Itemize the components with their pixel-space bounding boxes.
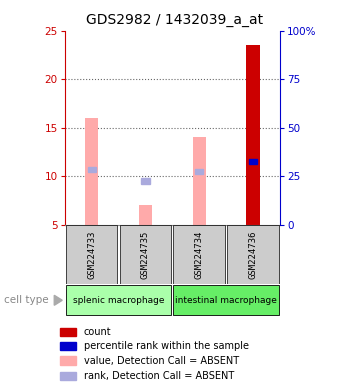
Text: count: count <box>84 327 111 337</box>
Bar <box>249 159 257 164</box>
Text: cell type: cell type <box>4 295 48 305</box>
Bar <box>66 285 171 316</box>
Bar <box>227 225 279 283</box>
Text: GSM224736: GSM224736 <box>248 230 258 278</box>
Text: GSM224735: GSM224735 <box>141 230 150 278</box>
Text: GDS2982 / 1432039_a_at: GDS2982 / 1432039_a_at <box>86 13 264 27</box>
Text: GSM224734: GSM224734 <box>195 230 204 278</box>
Text: intestinal macrophage: intestinal macrophage <box>175 296 277 305</box>
Bar <box>60 328 76 336</box>
Text: GSM224733: GSM224733 <box>87 230 96 278</box>
Bar <box>120 225 171 283</box>
Bar <box>195 169 203 174</box>
Bar <box>246 45 260 225</box>
Bar <box>60 356 76 365</box>
Bar <box>174 285 279 316</box>
Text: percentile rank within the sample: percentile rank within the sample <box>84 341 248 351</box>
Bar <box>174 225 225 283</box>
Bar <box>60 372 76 380</box>
Text: rank, Detection Call = ABSENT: rank, Detection Call = ABSENT <box>84 371 234 381</box>
Polygon shape <box>54 295 62 305</box>
Bar <box>141 178 149 184</box>
Bar <box>88 167 96 172</box>
Bar <box>60 342 76 350</box>
Bar <box>66 225 118 283</box>
Bar <box>193 137 206 225</box>
Text: value, Detection Call = ABSENT: value, Detection Call = ABSENT <box>84 356 239 366</box>
Bar <box>85 118 98 225</box>
Bar <box>139 205 152 225</box>
Text: splenic macrophage: splenic macrophage <box>73 296 164 305</box>
